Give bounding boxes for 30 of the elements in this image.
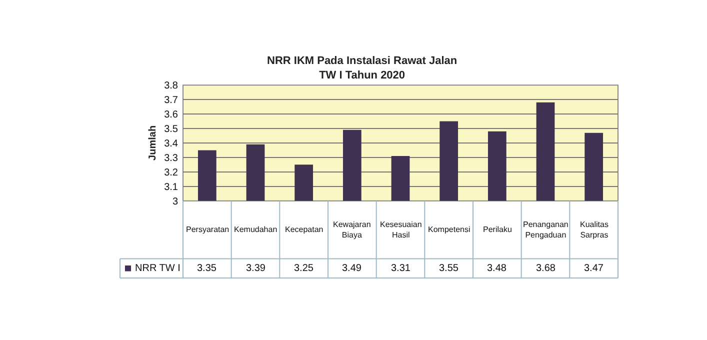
- x-tick-label: Kewajaran Biaya: [333, 220, 371, 240]
- data-label: 3.48: [487, 263, 507, 274]
- x-tick-label: Penanganan Pengaduan: [523, 220, 568, 240]
- y-tick-label: 3.1: [164, 182, 178, 193]
- y-tick-label: 3.7: [164, 95, 178, 106]
- x-tick-label: Kecepatan: [285, 225, 324, 234]
- legend-label: NRR TW I: [135, 263, 180, 274]
- data-label: 3.49: [342, 263, 362, 274]
- y-tick-label: 3.3: [164, 152, 178, 164]
- y-tick-label: 3.6: [164, 110, 178, 121]
- y-tick-label: 3: [172, 196, 178, 208]
- data-label: 3.31: [391, 263, 411, 274]
- data-label: 3.39: [246, 263, 266, 274]
- data-label: 3.55: [439, 263, 459, 274]
- x-tick-label: Persyaratan: [186, 225, 230, 234]
- x-tick-label: Kualitas Sarpras: [580, 220, 608, 240]
- data-label: 3.25: [294, 263, 314, 274]
- data-label: 3.47: [584, 263, 604, 274]
- y-tick-label: 3.4: [164, 138, 178, 150]
- y-tick-label: 3.8: [164, 80, 178, 92]
- y-axis-title: Jumlah: [148, 125, 159, 160]
- chart-title: NRR IKM Pada Instalasi Rawat Jalan TW I Tahun 2020: [267, 55, 458, 82]
- x-tick-label: Kompetensi: [428, 225, 470, 234]
- x-tick-label: Kemudahan: [234, 225, 278, 234]
- data-label: 3.68: [536, 263, 556, 274]
- y-tick-label: 3.2: [164, 167, 178, 178]
- x-tick-label: Kesesuaian Hasil: [380, 220, 422, 240]
- y-tick-label: 3.5: [164, 124, 178, 135]
- data-label: 3.35: [197, 263, 217, 274]
- x-tick-label: Perilaku: [483, 225, 512, 234]
